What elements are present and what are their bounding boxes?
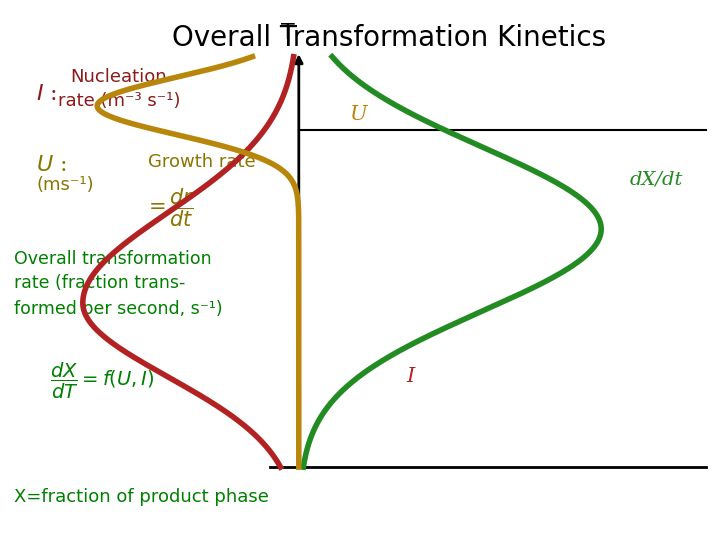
Text: Overall transformation
rate (fraction trans-
formed per second, s⁻¹): Overall transformation rate (fraction tr… xyxy=(14,249,223,318)
Text: $= \dfrac{dr}{dt}$: $= \dfrac{dr}{dt}$ xyxy=(144,187,194,229)
Text: dX/dt: dX/dt xyxy=(630,171,683,189)
Text: Growth rate: Growth rate xyxy=(148,153,255,171)
Text: $\dfrac{dX}{dT} = f(U,I)$: $\dfrac{dX}{dT} = f(U,I)$ xyxy=(50,361,155,401)
Text: (ms⁻¹): (ms⁻¹) xyxy=(36,176,94,194)
Text: Nucleation
rate (m⁻³ s⁻¹): Nucleation rate (m⁻³ s⁻¹) xyxy=(58,68,180,110)
Text: Overall Transformation Kinetics: Overall Transformation Kinetics xyxy=(172,24,606,52)
Text: $\mathit{U}$ :: $\mathit{U}$ : xyxy=(36,154,67,176)
Text: I: I xyxy=(407,367,415,386)
Text: T: T xyxy=(281,23,295,43)
Text: $\mathit{I}$ :: $\mathit{I}$ : xyxy=(36,84,57,105)
Text: X=fraction of product phase: X=fraction of product phase xyxy=(14,488,269,506)
Text: U: U xyxy=(349,105,366,124)
